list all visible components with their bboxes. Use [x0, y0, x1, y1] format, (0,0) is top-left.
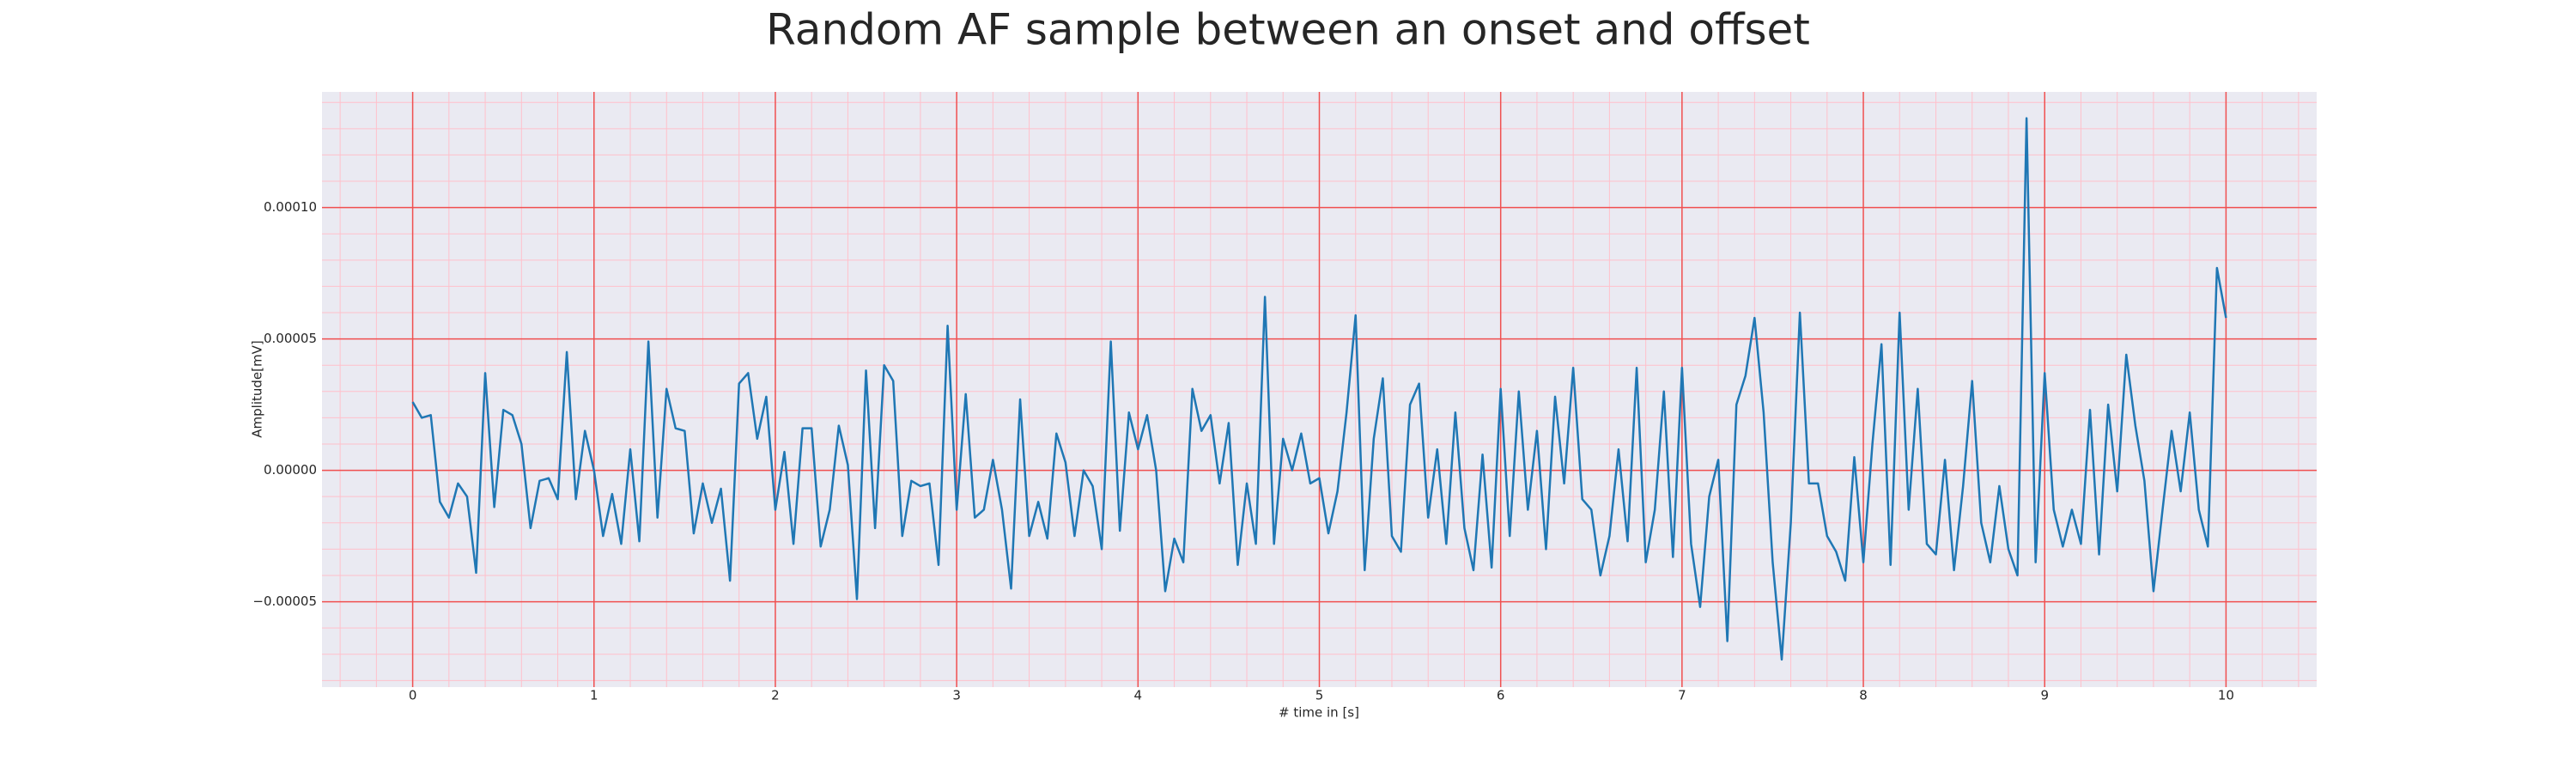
x-tick-label: 9 — [2040, 688, 2049, 703]
x-tick-label: 3 — [952, 688, 961, 703]
x-tick-label: 7 — [1678, 688, 1686, 703]
x-tick-label: 4 — [1134, 688, 1143, 703]
x-tick-label: 1 — [590, 688, 598, 703]
y-tick-label: 0.00005 — [264, 331, 317, 346]
x-axis-label: # time in [s] — [1279, 705, 1359, 721]
x-tick-label: 6 — [1497, 688, 1505, 703]
chart-title: Random AF sample between an onset and of… — [766, 5, 1810, 55]
signal-line — [411, 117, 2227, 661]
y-tick-label: 0.00000 — [264, 462, 317, 478]
x-tick-label: 2 — [771, 688, 780, 703]
x-tick-label: 0 — [409, 688, 417, 703]
y-axis-label: Amplitude[mV] — [250, 340, 265, 437]
x-tick-label: 10 — [2218, 688, 2234, 703]
x-tick-label: 8 — [1859, 688, 1868, 703]
x-tick-label: 5 — [1315, 688, 1324, 703]
y-tick-label: 0.00010 — [264, 199, 317, 215]
y-tick-label: −0.00005 — [252, 593, 317, 609]
